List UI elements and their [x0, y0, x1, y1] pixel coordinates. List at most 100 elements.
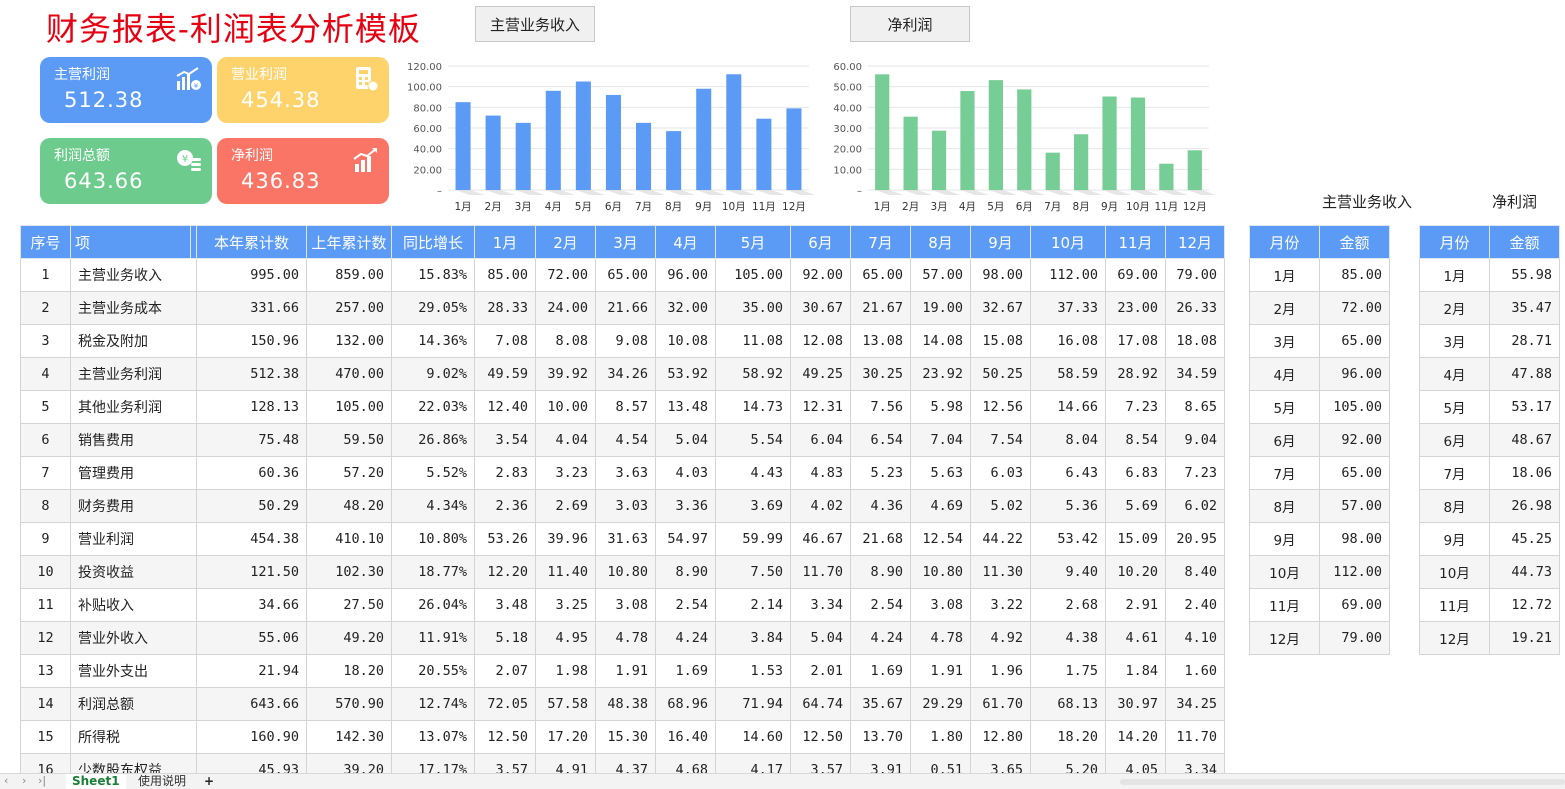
- amount-cell[interactable]: 53.17: [1489, 390, 1560, 424]
- value-cell[interactable]: 29.29: [910, 687, 971, 721]
- value-cell[interactable]: 32.00: [655, 291, 716, 325]
- value-cell[interactable]: 4.83: [790, 456, 851, 490]
- value-cell[interactable]: 5.54: [715, 423, 791, 457]
- value-cell[interactable]: 454.38: [196, 522, 307, 556]
- amount-cell[interactable]: 44.73: [1489, 555, 1560, 589]
- value-cell[interactable]: 53.42: [1030, 522, 1106, 556]
- value-cell[interactable]: 24.00: [535, 291, 596, 325]
- value-cell[interactable]: 5.52%: [391, 456, 475, 490]
- value-cell[interactable]: 18.20: [306, 654, 392, 688]
- value-cell[interactable]: 7.23: [1105, 390, 1166, 424]
- value-cell[interactable]: 5.98: [910, 390, 971, 424]
- item-name-cell[interactable]: 主营业务利润: [70, 357, 197, 391]
- amount-cell[interactable]: 48.67: [1489, 423, 1560, 457]
- value-cell[interactable]: 1.69: [850, 654, 911, 688]
- value-cell[interactable]: 1.91: [910, 654, 971, 688]
- prev-sheet-icon[interactable]: ›: [22, 774, 27, 787]
- value-cell[interactable]: 257.00: [306, 291, 392, 325]
- month-cell[interactable]: 4月: [1249, 357, 1320, 391]
- value-cell[interactable]: 2.69: [535, 489, 596, 523]
- value-cell[interactable]: 142.30: [306, 720, 392, 754]
- value-cell[interactable]: 5.04: [790, 621, 851, 655]
- value-cell[interactable]: 3.25: [535, 588, 596, 622]
- row-index-cell[interactable]: 11: [20, 588, 71, 622]
- value-cell[interactable]: 105.00: [306, 390, 392, 424]
- value-cell[interactable]: 2.54: [655, 588, 716, 622]
- value-cell[interactable]: 150.96: [196, 324, 307, 358]
- value-cell[interactable]: 57.00: [910, 258, 971, 292]
- value-cell[interactable]: 3.22: [970, 588, 1031, 622]
- value-cell[interactable]: 15.83%: [391, 258, 475, 292]
- value-cell[interactable]: 23.92: [910, 357, 971, 391]
- value-cell[interactable]: 96.00: [655, 258, 716, 292]
- value-cell[interactable]: 11.91%: [391, 621, 475, 655]
- value-cell[interactable]: 92.00: [790, 258, 851, 292]
- value-cell[interactable]: 35.67: [850, 687, 911, 721]
- value-cell[interactable]: 20.55%: [391, 654, 475, 688]
- value-cell[interactable]: 7.50: [715, 555, 791, 589]
- row-index-cell[interactable]: 7: [20, 456, 71, 490]
- value-cell[interactable]: 4.78: [910, 621, 971, 655]
- value-cell[interactable]: 72.05: [474, 687, 536, 721]
- value-cell[interactable]: 34.26: [595, 357, 656, 391]
- sheet-tab-instructions[interactable]: 使用说明: [138, 774, 187, 788]
- value-cell[interactable]: 48.20: [306, 489, 392, 523]
- value-cell[interactable]: 1.96: [970, 654, 1031, 688]
- value-cell[interactable]: 2.07: [474, 654, 536, 688]
- row-index-cell[interactable]: 14: [20, 687, 71, 721]
- value-cell[interactable]: 98.00: [970, 258, 1031, 292]
- value-cell[interactable]: 3.03: [595, 489, 656, 523]
- value-cell[interactable]: 5.69: [1105, 489, 1166, 523]
- value-cell[interactable]: 10.80%: [391, 522, 475, 556]
- value-cell[interactable]: 8.90: [850, 555, 911, 589]
- value-cell[interactable]: 30.97: [1105, 687, 1166, 721]
- value-cell[interactable]: 4.24: [850, 621, 911, 655]
- value-cell[interactable]: 37.33: [1030, 291, 1106, 325]
- month-cell[interactable]: 6月: [1419, 423, 1490, 457]
- item-name-cell[interactable]: 管理费用: [70, 456, 197, 490]
- value-cell[interactable]: 9.08: [595, 324, 656, 358]
- value-cell[interactable]: 26.04%: [391, 588, 475, 622]
- value-cell[interactable]: 12.40: [474, 390, 536, 424]
- value-cell[interactable]: 31.63: [595, 522, 656, 556]
- value-cell[interactable]: 11.08: [715, 324, 791, 358]
- month-cell[interactable]: 9月: [1249, 522, 1320, 556]
- month-cell[interactable]: 6月: [1249, 423, 1320, 457]
- value-cell[interactable]: 1.80: [910, 720, 971, 754]
- value-cell[interactable]: 61.70: [970, 687, 1031, 721]
- amount-cell[interactable]: 19.21: [1489, 621, 1560, 655]
- value-cell[interactable]: 102.30: [306, 555, 392, 589]
- amount-cell[interactable]: 26.98: [1489, 489, 1560, 523]
- month-cell[interactable]: 10月: [1249, 555, 1320, 589]
- value-cell[interactable]: 13.07%: [391, 720, 475, 754]
- value-cell[interactable]: 2.14: [715, 588, 791, 622]
- row-index-cell[interactable]: 2: [20, 291, 71, 325]
- value-cell[interactable]: 5.04: [655, 423, 716, 457]
- value-cell[interactable]: 4.04: [535, 423, 596, 457]
- amount-cell[interactable]: 57.00: [1319, 489, 1390, 523]
- value-cell[interactable]: 4.38: [1030, 621, 1106, 655]
- value-cell[interactable]: 26.86%: [391, 423, 475, 457]
- value-cell[interactable]: 6.43: [1030, 456, 1106, 490]
- row-index-cell[interactable]: 3: [20, 324, 71, 358]
- value-cell[interactable]: 55.06: [196, 621, 307, 655]
- net-profit-button[interactable]: 净利润: [850, 6, 970, 42]
- value-cell[interactable]: 58.92: [715, 357, 791, 391]
- month-cell[interactable]: 8月: [1249, 489, 1320, 523]
- value-cell[interactable]: 11.30: [970, 555, 1031, 589]
- value-cell[interactable]: 4.61: [1105, 621, 1166, 655]
- month-cell[interactable]: 11月: [1419, 588, 1490, 622]
- value-cell[interactable]: 1.98: [535, 654, 596, 688]
- value-cell[interactable]: 2.36: [474, 489, 536, 523]
- month-cell[interactable]: 1月: [1249, 258, 1320, 292]
- amount-cell[interactable]: 72.00: [1319, 291, 1390, 325]
- amount-cell[interactable]: 98.00: [1319, 522, 1390, 556]
- value-cell[interactable]: 18.20: [1030, 720, 1106, 754]
- income-button[interactable]: 主营业务收入: [475, 6, 595, 42]
- value-cell[interactable]: 10.08: [655, 324, 716, 358]
- amount-cell[interactable]: 28.71: [1489, 324, 1560, 358]
- value-cell[interactable]: 5.02: [970, 489, 1031, 523]
- value-cell[interactable]: 2.54: [850, 588, 911, 622]
- value-cell[interactable]: 12.50: [474, 720, 536, 754]
- value-cell[interactable]: 32.67: [970, 291, 1031, 325]
